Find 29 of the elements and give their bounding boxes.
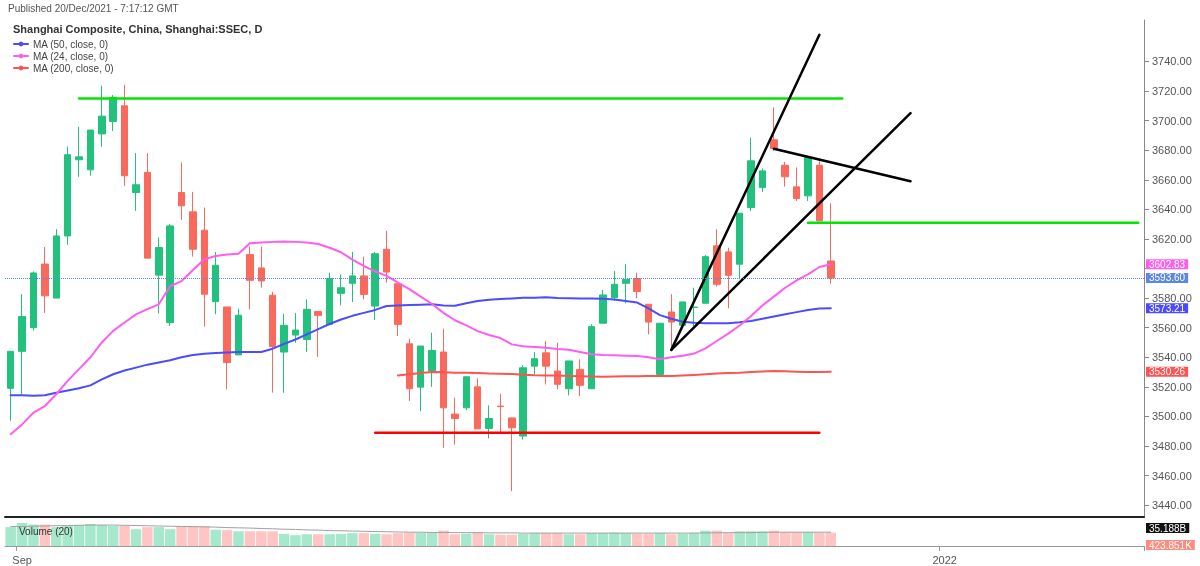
y-tick-label: 3580.00 xyxy=(1152,292,1192,305)
text: 3602.83 xyxy=(1149,258,1186,270)
ref-line-label: 3593.60 xyxy=(1149,272,1186,284)
y-tick-label: 3620.00 xyxy=(1152,232,1192,245)
y-tick-label: 3500.00 xyxy=(1152,410,1192,423)
y-tick-label: 3460.00 xyxy=(1152,469,1192,482)
text: 3573.21 xyxy=(1149,302,1186,314)
y-tick-label: 3480.00 xyxy=(1152,440,1192,452)
y-tick-label: 3740.00 xyxy=(1152,55,1192,68)
y-tick-label: 3540.00 xyxy=(1152,351,1192,364)
y-tick-label: 3700.00 xyxy=(1152,114,1192,127)
text: 3530.26 xyxy=(1149,366,1186,378)
chart-title: Shanghai Composite, China, Shanghai:SSEC, D xyxy=(13,22,263,35)
y-tick-label: 3520.00 xyxy=(1152,380,1192,393)
text: 423.851K xyxy=(1149,539,1193,551)
legend-label: MA (200, close, 0) xyxy=(33,62,114,74)
text: 35.188B xyxy=(1149,522,1187,534)
y-tick-label: 3660.00 xyxy=(1152,173,1192,186)
x-tick-label: 2022 xyxy=(932,553,957,566)
y-tick-label: 3440.00 xyxy=(1152,499,1192,512)
y-tick-label: 3560.00 xyxy=(1152,321,1192,334)
y-tick-label: 3640.00 xyxy=(1152,203,1192,216)
y-tick-label: 3680.00 xyxy=(1152,144,1192,157)
text: Published 20/Dec/2021 - 7:17:12 GMT xyxy=(8,2,179,14)
chart-title: Volume (20) xyxy=(19,525,73,537)
y-tick-label: 3720.00 xyxy=(1152,85,1192,97)
legend-label: MA (24, close, 0) xyxy=(33,50,109,62)
x-tick-label: Sep xyxy=(12,553,32,566)
legend-label: MA (50, close, 0) xyxy=(33,38,109,50)
